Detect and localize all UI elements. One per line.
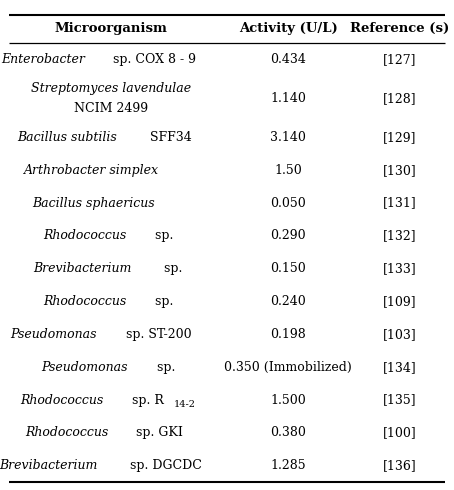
Text: sp.: sp.	[151, 295, 173, 308]
Text: 1.50: 1.50	[274, 164, 302, 177]
Text: 0.434: 0.434	[270, 53, 306, 66]
Text: [129]: [129]	[383, 131, 416, 144]
Text: Enterobacter: Enterobacter	[1, 53, 85, 66]
Text: Streptomyces lavendulae: Streptomyces lavendulae	[31, 82, 191, 95]
Text: 0.350 (Immobilized): 0.350 (Immobilized)	[224, 361, 352, 374]
Text: 14-2: 14-2	[174, 400, 196, 409]
Text: Rhodococcus: Rhodococcus	[43, 229, 126, 243]
Text: 0.150: 0.150	[271, 262, 306, 275]
Text: [132]: [132]	[383, 229, 416, 243]
Text: [131]: [131]	[383, 196, 416, 210]
Text: Brevibacterium: Brevibacterium	[0, 459, 97, 472]
Text: Reference (s): Reference (s)	[350, 23, 449, 35]
Text: Bacillus subtilis: Bacillus subtilis	[17, 131, 117, 144]
Text: 1.500: 1.500	[271, 393, 306, 407]
Text: Rhodococcus: Rhodococcus	[25, 426, 108, 440]
Text: sp.: sp.	[153, 361, 175, 374]
Text: NCIM 2499: NCIM 2499	[74, 102, 148, 115]
Text: sp.: sp.	[151, 229, 173, 243]
Text: Brevibacterium: Brevibacterium	[33, 262, 132, 275]
Text: Microorganism: Microorganism	[55, 23, 168, 35]
Text: [135]: [135]	[383, 393, 416, 407]
Text: Pseudomonas: Pseudomonas	[10, 328, 97, 341]
Text: [130]: [130]	[383, 164, 416, 177]
Text: 0.198: 0.198	[271, 328, 306, 341]
Text: Rhodococcus: Rhodococcus	[20, 393, 104, 407]
Text: 0.240: 0.240	[271, 295, 306, 308]
Text: [136]: [136]	[383, 459, 416, 472]
Text: Activity (U/L): Activity (U/L)	[239, 23, 338, 35]
Text: sp. ST-200: sp. ST-200	[122, 328, 192, 341]
Text: sp. COX 8 - 9: sp. COX 8 - 9	[109, 53, 196, 66]
Text: [128]: [128]	[383, 92, 416, 105]
Text: 0.380: 0.380	[270, 426, 306, 440]
Text: 1.285: 1.285	[271, 459, 306, 472]
Text: sp. DGCDC: sp. DGCDC	[126, 459, 202, 472]
Text: sp.: sp.	[160, 262, 183, 275]
Text: sp. GKI: sp. GKI	[132, 426, 183, 440]
Text: SFF34: SFF34	[146, 131, 192, 144]
Text: [103]: [103]	[383, 328, 416, 341]
Text: 0.290: 0.290	[271, 229, 306, 243]
Text: Pseudomonas: Pseudomonas	[41, 361, 128, 374]
Text: [133]: [133]	[383, 262, 416, 275]
Text: 1.140: 1.140	[270, 92, 306, 105]
Text: 3.140: 3.140	[270, 131, 306, 144]
Text: Arthrobacter simplex: Arthrobacter simplex	[24, 164, 159, 177]
Text: Bacillus sphaericus: Bacillus sphaericus	[32, 196, 155, 210]
Text: Rhodococcus: Rhodococcus	[43, 295, 126, 308]
Text: [134]: [134]	[383, 361, 416, 374]
Text: sp. R: sp. R	[128, 393, 163, 407]
Text: [109]: [109]	[383, 295, 416, 308]
Text: 0.050: 0.050	[271, 196, 306, 210]
Text: [127]: [127]	[383, 53, 416, 66]
Text: [100]: [100]	[383, 426, 416, 440]
